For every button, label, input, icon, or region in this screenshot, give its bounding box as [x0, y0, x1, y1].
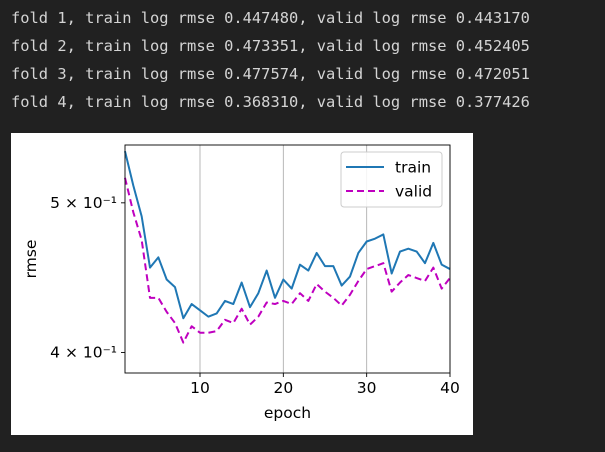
series-lines	[124, 150, 451, 344]
output-line: fold 4, train log rmse 0.368310, valid l…	[11, 93, 530, 111]
x-tick-label: 10	[190, 379, 210, 397]
x-tick-label: 40	[440, 379, 460, 397]
x-axis-label: epoch	[264, 404, 311, 422]
plot-frame	[124, 144, 451, 374]
y-axis-label: rmse	[22, 240, 40, 279]
legend-valid-label: valid	[395, 183, 432, 201]
series-line-valid	[124, 177, 451, 344]
series-line-train	[124, 150, 451, 320]
output-line: fold 2, train log rmse 0.473351, valid l…	[11, 37, 530, 55]
output-line: fold 3, train log rmse 0.477574, valid l…	[11, 65, 530, 83]
x-tick-label: 30	[357, 379, 377, 397]
legend: train valid	[340, 151, 443, 208]
y-tick-label: 5 × 10⁻¹	[50, 194, 117, 212]
output-line: fold 1, train log rmse 0.447480, valid l…	[11, 9, 530, 27]
output-log: fold 1, train log rmse 0.447480, valid l…	[11, 4, 530, 116]
rmse-chart: 10 20 30 40 4 × 10⁻¹ 5 × 10⁻¹ epoch rmse tra…	[22, 144, 460, 422]
y-tick-label: 4 × 10⁻¹	[50, 344, 117, 362]
legend-train-label: train	[395, 159, 431, 177]
x-ticks: 10 20 30 40	[190, 373, 460, 397]
chart-figure: 10 20 30 40 4 × 10⁻¹ 5 × 10⁻¹ epoch rmse tra…	[11, 133, 473, 435]
x-tick-label: 20	[273, 379, 293, 397]
legend-box	[340, 151, 443, 208]
y-ticks: 4 × 10⁻¹ 5 × 10⁻¹	[50, 194, 125, 362]
